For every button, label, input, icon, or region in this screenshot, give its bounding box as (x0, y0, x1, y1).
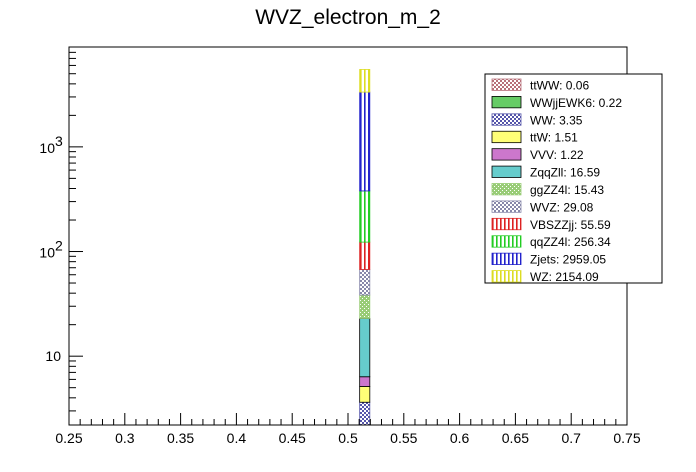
y-tick-label: 10 (45, 348, 61, 364)
bar-segment-zjets (359, 91, 371, 192)
bar-segment-ggzz4l (359, 294, 371, 319)
bar-stack (359, 69, 371, 426)
chart-title: WVZ_electron_m_2 (255, 6, 441, 29)
legend-swatch-zjets (491, 252, 522, 265)
x-tick-label: 0.4 (227, 430, 247, 446)
legend-entry-vbszzjj: VBSZZjj: 55.59 (530, 218, 611, 232)
legend-entry-wz: WZ: 2154.09 (530, 270, 599, 284)
legend-swatch-zqqzll (491, 165, 522, 178)
bar-segment-qqzz4l (359, 190, 371, 243)
legend-swatch-vvv (491, 148, 522, 161)
bar-segment-vvv (359, 376, 371, 387)
x-axis: 0.25 0.3 0.35 0.4 0.45 0.5 0.55 0.6 0.65 0.7 0.75 (55, 413, 641, 446)
x-tick-label: 0.5 (338, 430, 358, 446)
legend-entry-qqzz4l: qqZZ4l: 256.34 (530, 235, 611, 249)
legend-entry-ggzz4l: ggZZ4l: 15.43 (530, 183, 604, 197)
legend-entry-wvz: WVZ: 29.08 (530, 200, 594, 214)
legend-box (484, 73, 663, 284)
bar-segment-vbszzjj (359, 241, 371, 270)
x-tick-label: 0.65 (502, 430, 529, 446)
legend-swatch-wz (491, 270, 522, 283)
x-tick-label: 0.3 (115, 430, 135, 446)
bar-segment-ww (359, 401, 371, 426)
legend-entry-ttw: ttW: 1.51 (530, 131, 578, 145)
x-tick-label: 0.35 (167, 430, 194, 446)
legend-entry-vvv: VVV: 1.22 (530, 148, 584, 162)
bar-segment-wz (359, 69, 371, 93)
legend-swatch-ttww (491, 78, 522, 91)
legend-swatch-qqzz4l (491, 235, 522, 248)
legend-swatch-wwjjewk6 (491, 96, 522, 109)
y-tick-exponent: 3 (55, 133, 63, 149)
x-tick-label: 0.75 (613, 430, 640, 446)
legend-swatch-wvz (491, 200, 522, 213)
legend: ttWW: 0.06 WWjjEWK6: 0.22 WW: 3.35 ttW: 1.5… (484, 73, 663, 284)
legend-swatch-ggzz4l (491, 183, 522, 196)
legend-entry-zjets: Zjets: 2959.05 (530, 253, 606, 267)
y-tick-exponent: 2 (55, 238, 63, 254)
legend-entry-wwjjewk6: WWjjEWK6: 0.22 (530, 96, 622, 110)
legend-swatch-ttw (491, 130, 522, 144)
x-tick-label: 0.25 (55, 430, 82, 446)
bar-segment-wvz (359, 269, 371, 296)
x-tick-label: 0.55 (390, 430, 417, 446)
x-tick-label: 0.7 (561, 430, 581, 446)
x-tick-label: 0.45 (279, 430, 306, 446)
legend-swatch-vbszzjj (491, 217, 522, 231)
y-tick-label: 10 (39, 140, 55, 156)
bar-segment-ttw (359, 386, 371, 403)
legend-swatch-ww (491, 113, 522, 126)
bar-segment-zqqzll (359, 318, 371, 378)
legend-entry-ttww: ttWW: 0.06 (530, 78, 589, 92)
x-tick-label: 0.6 (450, 430, 470, 446)
legend-entry-ww: WW: 3.35 (530, 113, 583, 127)
legend-entry-zqqzll: ZqqZll: 16.59 (530, 166, 600, 180)
y-tick-label: 10 (39, 245, 55, 261)
